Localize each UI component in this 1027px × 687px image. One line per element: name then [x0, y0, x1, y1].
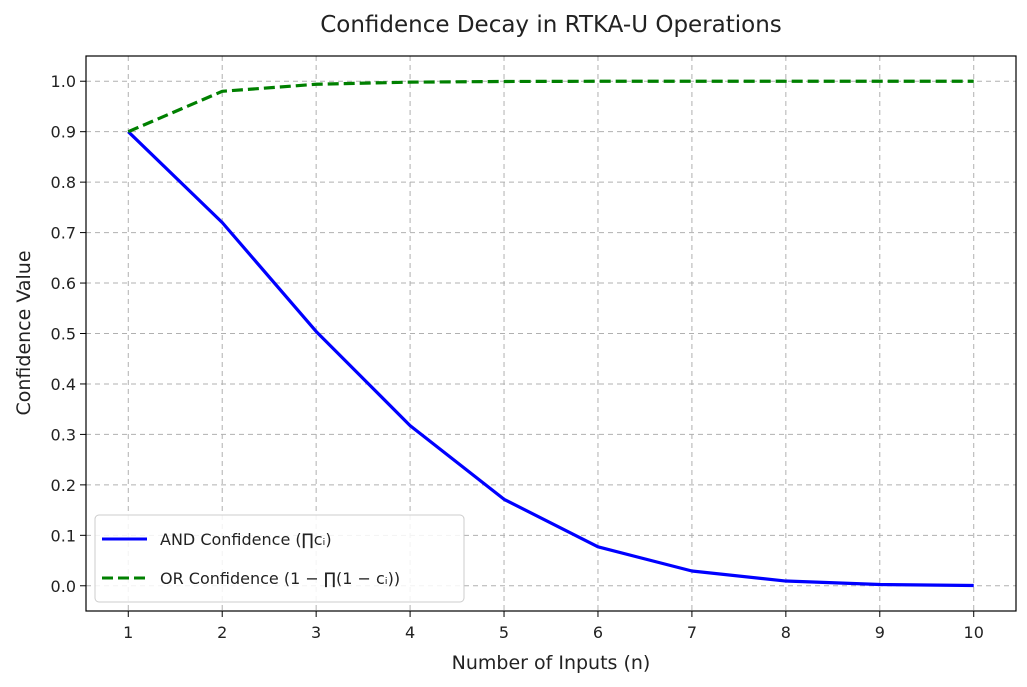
y-axis-label: Confidence Value: [13, 250, 35, 415]
x-axis-ticks: 1 2 3 4 5 6 7 8 9 10: [123, 611, 984, 642]
y-tick-label: 0.7: [51, 224, 76, 243]
x-tick-label: 9: [875, 623, 885, 642]
y-tick-label: 0.5: [51, 325, 76, 344]
legend-label-and: AND Confidence (∏cᵢ): [160, 530, 332, 549]
y-tick-label: 1.0: [51, 72, 76, 91]
y-tick-label: 0.9: [51, 123, 76, 142]
chart-title: Confidence Decay in RTKA-U Operations: [320, 12, 782, 38]
x-tick-label: 7: [687, 623, 697, 642]
y-axis-ticks: 0.0 0.1 0.2 0.3 0.4 0.5 0.6 0.7 0.8 0.9 1.0: [51, 72, 86, 596]
x-tick-label: 8: [781, 623, 791, 642]
y-tick-label: 0.2: [51, 476, 76, 495]
y-tick-label: 0.0: [51, 577, 76, 596]
x-tick-label: 1: [123, 623, 133, 642]
legend-box: [94, 514, 465, 603]
y-tick-label: 0.8: [51, 173, 76, 192]
x-tick-label: 10: [964, 623, 984, 642]
x-tick-label: 3: [311, 623, 321, 642]
y-tick-label: 0.6: [51, 274, 76, 293]
legend-label-or: OR Confidence (1 − ∏(1 − cᵢ)): [160, 569, 400, 588]
y-tick-label: 0.4: [51, 375, 76, 394]
x-tick-label: 6: [593, 623, 603, 642]
y-tick-label: 0.1: [51, 526, 76, 545]
x-axis-label: Number of Inputs (n): [452, 652, 651, 674]
series-line-and: [127, 130, 974, 588]
series-lines: [127, 79, 974, 588]
y-tick-label: 0.3: [51, 425, 76, 444]
x-tick-label: 5: [499, 623, 509, 642]
x-tick-label: 4: [405, 623, 415, 642]
x-tick-label: 2: [217, 623, 227, 642]
series-line-or: [127, 79, 974, 134]
legend: AND Confidence (∏cᵢ) OR Confidence (1 − …: [94, 514, 465, 603]
